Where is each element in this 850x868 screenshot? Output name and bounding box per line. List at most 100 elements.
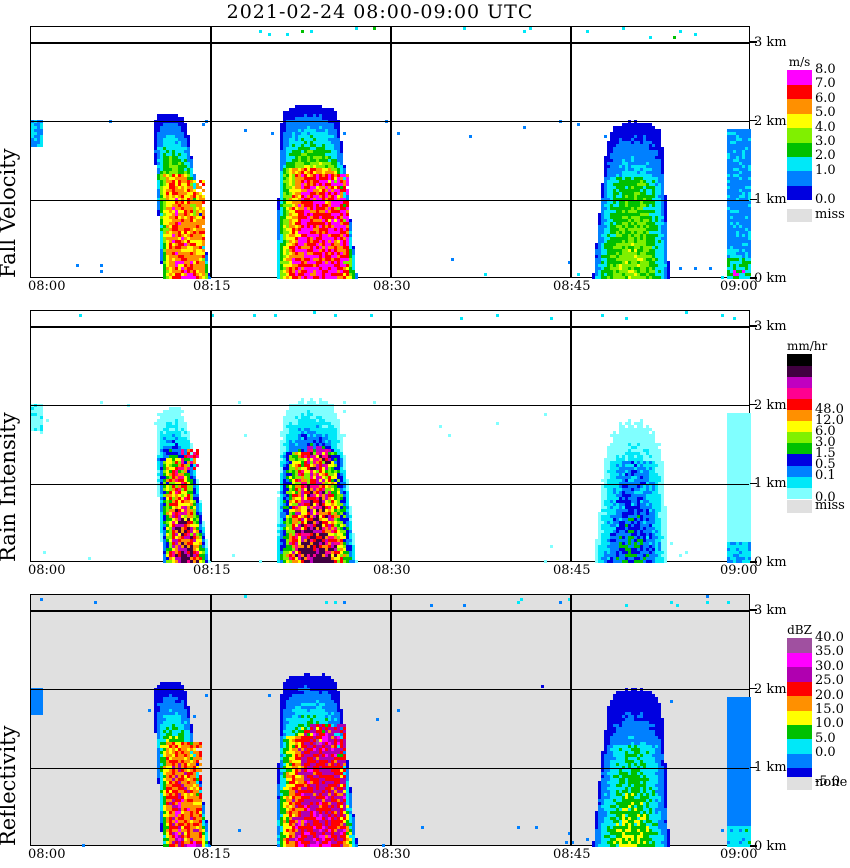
- colorbar-unit-rain-intensity: mm/hr: [787, 339, 828, 353]
- y-tick-3km: [750, 41, 757, 43]
- y-axis-label-1km: 1 km: [754, 476, 787, 492]
- colorbar-band-rain-intensity-4: [787, 442, 812, 455]
- colorbar-missing-label-reflectivity: none: [815, 775, 848, 790]
- y-axis-label-3km: 3 km: [754, 34, 787, 50]
- gridline-vertical-15min: [210, 311, 212, 561]
- colorbar-band-fall-velocity-6: [787, 98, 812, 114]
- colorbar-band-rain-intensity-8: [787, 398, 812, 411]
- x-axis-label-0845: 08:45: [553, 847, 591, 862]
- gridline-horizontal-2km: [31, 120, 749, 123]
- colorbar-level-rain-intensity-0_5: 0.5: [815, 457, 836, 472]
- colorbar-level-fall-velocity-6_0: 6.0: [815, 90, 836, 106]
- gridline-horizontal-3km: [31, 42, 749, 44]
- colorbar-band-fall-velocity-8: [787, 70, 812, 85]
- y-axis-label-1km: 1 km: [754, 760, 787, 776]
- x-axis-label-0800: 08:00: [28, 847, 66, 862]
- colorbar-band-rain-intensity-11: [787, 365, 812, 377]
- colorbar-level-fall-velocity-2_0: 2.0: [815, 148, 836, 164]
- colorbar-band-rain-intensity-9: [787, 387, 812, 399]
- y-tick-1km: [750, 198, 757, 200]
- gridline-vertical-30min: [390, 595, 392, 845]
- colorbar-level-reflectivity-40_0: 40.0: [815, 630, 844, 645]
- colorbar-level-fall-velocity-3_0: 3.0: [815, 134, 836, 149]
- y-axis-label-3km: 3 km: [754, 318, 787, 334]
- panel-rain-intensity: [30, 310, 751, 563]
- gridline-horizontal-2km: [31, 404, 749, 407]
- x-axis-label-0815: 08:15: [193, 563, 231, 578]
- y-tick-0km: [750, 845, 757, 847]
- colorbar-level-rain-intensity-0_0: 0.0: [815, 490, 836, 506]
- x-axis-label-0800: 08:00: [28, 563, 66, 578]
- y-axis-label-0km: 0 km: [754, 839, 787, 854]
- panel-fall-velocity: [30, 26, 751, 279]
- panel-title-fall-velocity: Fall Velocity: [0, 148, 20, 278]
- colorbar-band-fall-velocity-7: [787, 84, 812, 100]
- gridline-horizontal-3km: [31, 610, 749, 612]
- panel-reflectivity: [30, 594, 751, 847]
- colorbar-level-reflectivity-10_0: 10.0: [815, 716, 844, 732]
- panel-title-reflectivity: Reflectivity: [0, 725, 20, 846]
- colorbar-band-rain-intensity-5: [787, 431, 812, 444]
- colorbar-band-rain-intensity-0: [787, 487, 812, 499]
- colorbar-band-fall-velocity-4: [787, 127, 812, 143]
- gridline-vertical-15min: [210, 595, 212, 845]
- colorbar-band-reflectivity-8: [787, 652, 812, 668]
- colorbar-band-reflectivity-5: [787, 695, 812, 711]
- gridline-vertical-30min: [390, 311, 392, 561]
- panel-title-rain-intensity: Rain Intensity: [0, 412, 20, 562]
- colorbar-band-rain-intensity-2: [787, 465, 812, 477]
- colorbar-level-reflectivity-0_0: 0.0: [815, 745, 836, 761]
- gridline-vertical-45min: [570, 27, 572, 277]
- gridline-vertical-15min: [210, 27, 212, 277]
- colorbar-band-fall-velocity-1: [787, 170, 812, 186]
- y-axis-label-2km: 2 km: [754, 397, 787, 413]
- y-tick-0km: [750, 561, 757, 563]
- x-axis-label-0800: 08:00: [28, 279, 66, 294]
- colorbar-level-rain-intensity-3_0: 3.0: [815, 434, 836, 450]
- colorbar-level-fall-velocity-7_0: 7.0: [815, 76, 836, 92]
- gridline-horizontal-1km: [31, 483, 749, 485]
- gridline-horizontal-3km: [31, 326, 749, 328]
- colorbar-level-rain-intensity-0_1: 0.1: [815, 468, 836, 484]
- gridline-horizontal-2km: [31, 688, 749, 691]
- colorbar-level-fall-velocity-8_0: 8.0: [815, 62, 836, 77]
- x-axis-label-0815: 08:15: [193, 847, 231, 862]
- colorbar-level-reflectivity-25_0: 25.0: [815, 673, 844, 689]
- colorbar-band-reflectivity-9: [787, 638, 812, 653]
- gridline-vertical-45min: [570, 311, 572, 561]
- x-axis-label-0845: 08:45: [553, 279, 591, 294]
- x-axis-label-0900: 09:00: [720, 847, 758, 862]
- colorbar-band-reflectivity-6: [787, 681, 812, 697]
- colorbar-level-reflectivity-30_0: 30.0: [815, 658, 844, 674]
- x-axis-label-0900: 09:00: [720, 279, 758, 294]
- x-axis-label-0830: 08:30: [373, 563, 411, 578]
- colorbar-level-rain-intensity-12_0: 12.0: [815, 412, 844, 428]
- x-axis-label-0830: 08:30: [373, 279, 411, 294]
- y-axis-label-0km: 0 km: [754, 555, 787, 570]
- colorbar-missing-swatch-rain-intensity: [787, 500, 812, 513]
- colorbar-level-rain-intensity-48_0: 48.0: [815, 401, 844, 417]
- colorbar-band-fall-velocity-0: [787, 185, 812, 201]
- colorbar-unit-reflectivity: dBZ: [787, 623, 812, 637]
- y-axis-label-3km: 3 km: [754, 602, 787, 618]
- y-axis-label-1km: 1 km: [754, 192, 787, 208]
- colorbar-missing-label-fall-velocity: miss: [815, 207, 845, 222]
- y-tick-3km: [750, 325, 757, 327]
- colorbar-band-reflectivity-3: [787, 724, 812, 740]
- colorbar-level-fall-velocity-0_0: 0.0: [815, 191, 836, 207]
- colorbar-level-fall-velocity-1_0: 1.0: [815, 162, 836, 178]
- gridline-vertical-30min: [390, 27, 392, 277]
- y-tick-2km: [750, 687, 757, 690]
- colorbar-level-fall-velocity-4_0: 4.0: [815, 119, 836, 135]
- colorbar-band-fall-velocity-5: [787, 113, 812, 129]
- colorbar-level-reflectivity-5_0: 5.0: [815, 730, 836, 746]
- colorbar-band-rain-intensity-12: [787, 354, 812, 366]
- colorbar-level-reflectivity-15_0: 15.0: [815, 702, 844, 717]
- x-axis-label-0815: 08:15: [193, 279, 231, 294]
- y-tick-2km: [750, 403, 757, 406]
- gridline-horizontal-1km: [31, 199, 749, 201]
- x-axis-label-0830: 08:30: [373, 847, 411, 862]
- colorbar-band-reflectivity-7: [787, 666, 812, 682]
- colorbar-level-reflectivity-35_0: 35.0: [815, 644, 844, 660]
- colorbar-band-rain-intensity-1: [787, 476, 812, 488]
